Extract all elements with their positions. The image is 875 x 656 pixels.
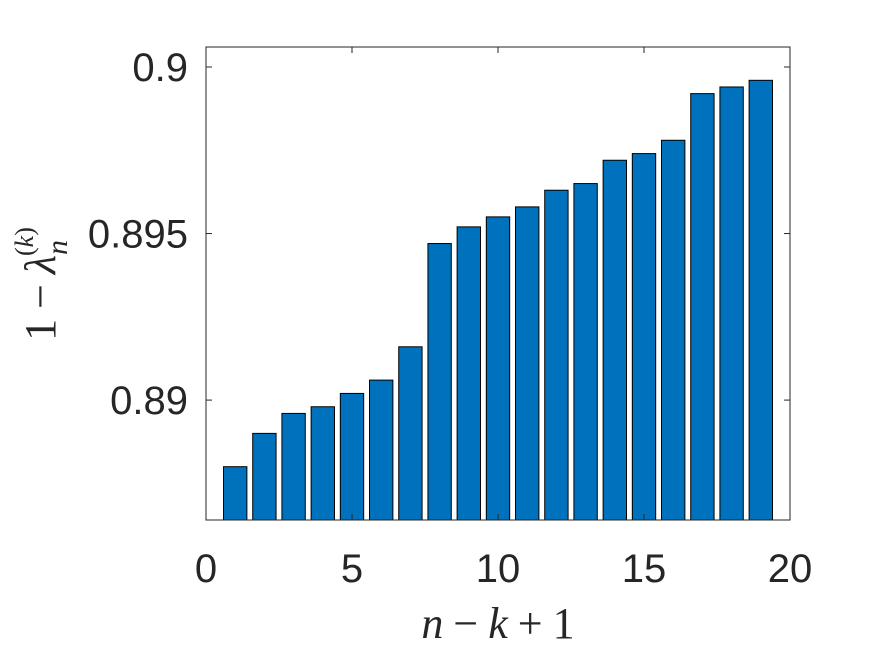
x-tick-label: 20	[768, 547, 813, 591]
bar-8	[427, 243, 452, 521]
x-tick-label: 5	[341, 547, 363, 591]
svg-text:1−λn(k): 1−λn(k)	[10, 227, 74, 341]
y-ticks: 0.89 0.895 0.9	[88, 46, 790, 423]
bar-2	[252, 432, 277, 521]
bar-3	[281, 412, 306, 521]
bar-14	[602, 159, 627, 521]
y-tick-label: 0.89	[110, 379, 188, 423]
bar-15	[631, 153, 657, 521]
bar-5	[339, 392, 365, 521]
y-tick-label: 0.9	[132, 46, 188, 90]
x-tick-label: 10	[476, 547, 521, 591]
bar-19	[748, 79, 773, 521]
x-axis-label: n − k +1	[421, 599, 574, 648]
bar-17	[690, 93, 715, 521]
bar-7	[398, 346, 423, 521]
bars-group	[223, 79, 773, 521]
bar-1	[223, 466, 248, 521]
bar-12	[544, 189, 569, 521]
bar-10	[485, 216, 511, 521]
bar-11	[515, 206, 540, 521]
x-ticks: 0 5 10 15 20	[195, 47, 812, 591]
x-tick-label: 15	[622, 547, 667, 591]
bar-9	[456, 226, 481, 521]
bar-13	[573, 183, 598, 521]
bar-16	[661, 139, 686, 521]
y-tick-label: 0.895	[88, 213, 188, 257]
y-axis-label: 1−λn(k)	[10, 227, 74, 341]
bar-4	[310, 406, 335, 521]
bar-6	[369, 379, 394, 521]
bar-18	[719, 86, 744, 521]
x-tick-label: 0	[195, 547, 217, 591]
